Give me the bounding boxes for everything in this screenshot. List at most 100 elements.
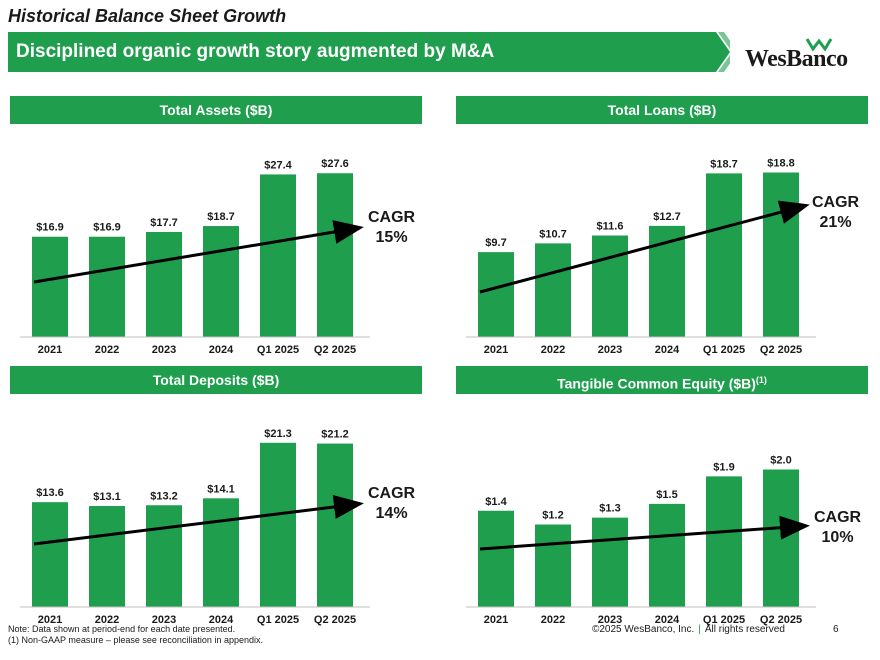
cagr-trend-arrow [479, 200, 810, 294]
x-tick-label: 2022 [541, 614, 565, 626]
chart-title-text: Tangible Common Equity ($B) [557, 375, 756, 392]
subtitle-banner [8, 32, 730, 72]
x-tick-label: 2021 [38, 614, 62, 626]
data-label: $16.9 [36, 222, 64, 234]
x-tick-label: 2021 [484, 614, 508, 626]
footnote-nongaap: (1) Non-GAAP measure – please see reconc… [8, 635, 263, 645]
cagr-value: 15% [375, 229, 408, 246]
x-tick-label: Q1 2025 [257, 344, 299, 356]
x-tick-label: Q2 2025 [314, 614, 356, 626]
bar-2021 [478, 252, 514, 337]
bar-2024 [649, 503, 685, 607]
data-label: $10.7 [539, 228, 567, 240]
bar-q2-2025 [763, 469, 799, 607]
bar-2024 [203, 498, 239, 607]
x-tick-label: 2022 [541, 344, 565, 356]
data-label: $12.7 [653, 211, 681, 223]
chart-panel-total-loans: Total Loans ($B) $9.7 2021 $10.7 2022 $11.6 2… [456, 96, 868, 366]
bar-2024 [203, 226, 239, 337]
cagr-box: CAGR 14% [368, 484, 415, 524]
cagr-box: CAGR 21% [812, 193, 859, 233]
footnote: Note: Data shown at period-end for each … [8, 624, 263, 646]
chart-title: Total Assets ($B) [10, 96, 422, 124]
bar-2022 [89, 236, 125, 337]
bar-2022 [89, 506, 125, 607]
x-tick-label: Q1 2025 [257, 614, 299, 626]
bar-q1-2025 [706, 476, 742, 607]
data-label: $14.1 [207, 483, 235, 495]
bar-2022 [535, 524, 571, 607]
x-tick-label: Q2 2025 [760, 344, 802, 356]
chart-panel-tangible-common-equity: Tangible Common Equity ($B)(1) $1.4 2021 $… [456, 366, 868, 636]
bar-2021 [32, 236, 68, 337]
x-tick-label: Q2 2025 [314, 344, 356, 356]
bar-q1-2025 [260, 174, 296, 337]
x-tick-label: 2024 [209, 614, 234, 626]
copyright-text: ©2025 WesBanco, Inc. [592, 624, 695, 635]
x-tick-label: 2024 [655, 344, 680, 356]
bar-2023 [592, 235, 628, 337]
chart-title: Tangible Common Equity ($B)(1) [456, 366, 868, 394]
cagr-label: CAGR [368, 209, 416, 226]
chart-title-footnote: (1) [755, 375, 767, 385]
data-label: $11.6 [597, 221, 624, 233]
chart-panel-total-deposits: Total Deposits ($B) $13.6 2021 $13.1 2022 $1… [10, 366, 422, 636]
chart-title: Total Deposits ($B) [10, 366, 422, 394]
banner-shape [8, 32, 730, 72]
bar-2023 [146, 231, 182, 337]
data-label: $21.3 [264, 428, 292, 440]
logo-chevron-icon [805, 38, 833, 52]
data-label: $1.3 [599, 503, 620, 515]
data-label: $1.9 [713, 461, 734, 473]
footer-separator: | [698, 624, 701, 635]
chart-title: Total Loans ($B) [456, 96, 868, 124]
cagr-box: CAGR 10% [814, 508, 861, 548]
cagr-label: CAGR [368, 485, 416, 502]
logo-text: WesBanco [745, 46, 848, 72]
x-tick-label: 2023 [152, 614, 176, 626]
x-tick-label: 2023 [598, 344, 622, 356]
x-tick-label: 2024 [209, 344, 234, 356]
copyright: ©2025 WesBanco, Inc. | All rights reserved [592, 624, 785, 635]
data-label: $16.9 [93, 222, 121, 234]
data-label: $13.1 [93, 491, 121, 503]
x-tick-label: Q1 2025 [703, 344, 745, 356]
wesbanco-logo: WesBanco [745, 36, 865, 76]
bar-q1-2025 [260, 442, 296, 607]
bar-2021 [32, 502, 68, 607]
data-label: $21.2 [321, 429, 349, 441]
footnote-note: Note: Data shown at period-end for each … [8, 624, 236, 634]
cagr-label: CAGR [812, 194, 860, 211]
bar-2023 [146, 505, 182, 607]
x-tick-label: 2022 [95, 344, 119, 356]
cagr-value: 10% [821, 529, 854, 546]
bar-q2-2025 [317, 173, 353, 337]
data-label: $18.7 [207, 211, 235, 223]
x-tick-label: Q1 2025 [703, 614, 745, 626]
x-tick-label: Q2 2025 [760, 614, 802, 626]
data-label: $1.5 [656, 489, 677, 501]
x-tick-label: 2023 [598, 614, 622, 626]
bar-q1-2025 [706, 173, 742, 337]
chart-panel-total-assets: Total Assets ($B) $16.9 2021 $16.9 2022 $17.… [10, 96, 422, 366]
data-label: $18.7 [710, 158, 738, 170]
cagr-box: CAGR 15% [368, 208, 415, 248]
page-number: 6 [833, 624, 839, 635]
x-tick-label: 2023 [152, 344, 176, 356]
page-title: Historical Balance Sheet Growth [8, 6, 287, 26]
bar-2021 [478, 510, 514, 607]
data-label: $27.6 [321, 158, 349, 170]
bar-q2-2025 [317, 443, 353, 607]
bar-2022 [535, 243, 571, 337]
cagr-value: 21% [819, 214, 852, 231]
cagr-value: 14% [375, 505, 408, 522]
data-label: $1.4 [485, 496, 507, 508]
data-label: $27.4 [264, 159, 292, 171]
x-tick-label: 2022 [95, 614, 119, 626]
chart-total-deposits: $13.6 2021 $13.1 2022 $13.2 2023 $14.1 2024 $21.… [20, 428, 370, 626]
chart-total-loans: $9.7 2021 $10.7 2022 $11.6 2023 $12.7 2024 $18.7… [466, 158, 816, 356]
x-tick-label: 2021 [484, 344, 508, 356]
page-subtitle: Disciplined organic growth story augment… [16, 41, 495, 62]
cagr-label: CAGR [814, 509, 862, 526]
chart-total-assets: $16.9 2021 $16.9 2022 $17.7 2023 $18.7 2024 $27.… [20, 158, 370, 356]
